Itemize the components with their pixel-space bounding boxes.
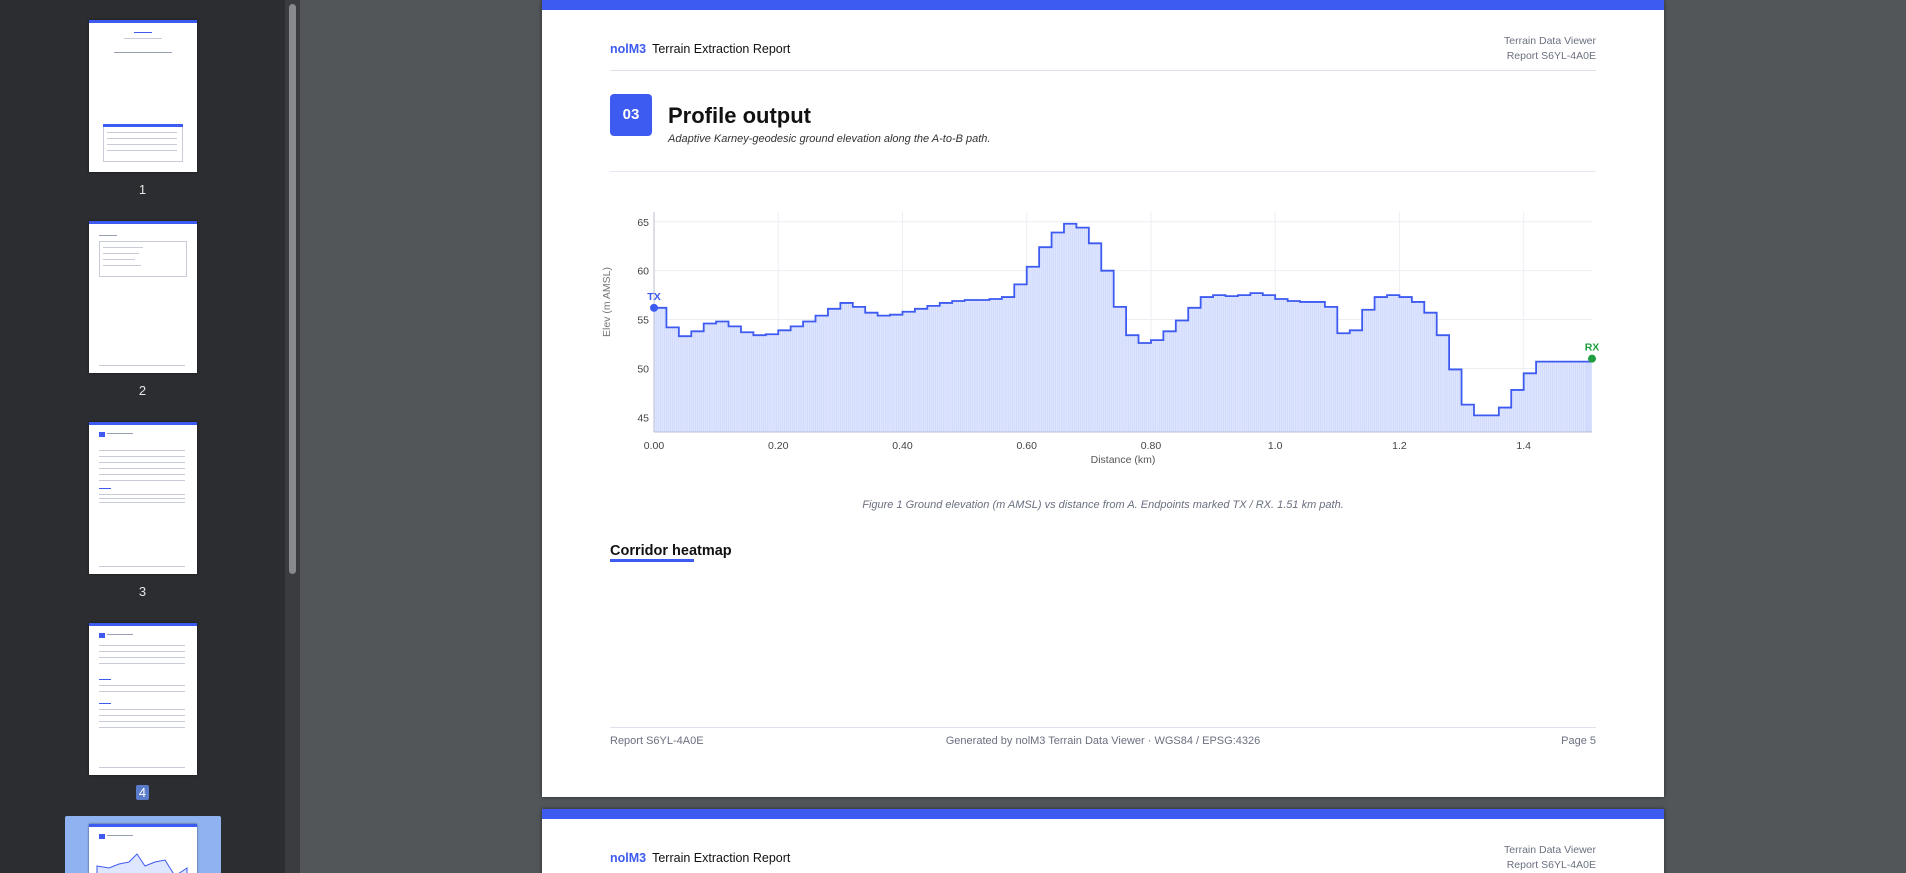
y-axis-label: Elev (m AMSL)	[601, 267, 613, 337]
next-section-heading: Corridor heatmap	[610, 543, 732, 559]
section-number-badge: 03	[610, 94, 652, 136]
page-thumbnail-3[interactable]	[89, 422, 197, 574]
y-tick-label: 65	[637, 217, 649, 229]
report-header-brand: nolM3 Terrain Extraction Report	[610, 851, 790, 865]
section-divider	[610, 171, 1596, 172]
y-tick-label: 55	[637, 315, 649, 327]
heading-underline	[610, 559, 694, 562]
elevation-line	[654, 222, 1592, 417]
page-accent-bar	[542, 809, 1664, 819]
sidebar-scrollbar[interactable]	[285, 0, 300, 873]
thumbnail-sidebar: 1 2 3	[0, 0, 285, 873]
scrollbar-thumb[interactable]	[289, 4, 296, 574]
x-tick-label: 0.40	[892, 440, 913, 452]
page-number-label: 3	[138, 584, 147, 599]
report-header-meta: Terrain Data Viewer Report S6YL-4A0E	[1504, 843, 1596, 873]
x-axis-label: Distance (km)	[1091, 454, 1156, 466]
page-thumbnail-5[interactable]	[89, 824, 197, 873]
x-tick-label: 1.4	[1516, 440, 1531, 452]
footer-report-id: Report S6YL-4A0E	[610, 735, 704, 747]
figure-caption: Figure 1 Ground elevation (m AMSL) vs di…	[862, 499, 1344, 511]
report-title: Terrain Extraction Report	[652, 42, 791, 56]
report-id: Report S6YL-4A0E	[1506, 859, 1596, 871]
report-header-brand: nolM3 Terrain Extraction Report	[610, 42, 790, 56]
document-page: nolM3 Terrain Extraction Report Terrain D…	[542, 0, 1664, 797]
section-title: Profile output	[668, 103, 811, 128]
x-tick-label: 1.2	[1392, 440, 1407, 452]
page-number-label: 2	[138, 383, 147, 398]
report-id: Report S6YL-4A0E	[1506, 50, 1596, 62]
x-tick-label: 1.0	[1268, 440, 1283, 452]
page-number-label: 4	[0, 785, 285, 800]
elevation-area	[654, 223, 1592, 432]
x-tick-label: 0.20	[768, 440, 789, 452]
brand-name: nolM3	[610, 42, 647, 56]
tx-marker	[650, 303, 658, 312]
tx-marker-label: TX	[647, 291, 660, 303]
section-subtitle: Adaptive Karney-geodesic ground elevatio…	[668, 133, 991, 145]
x-tick-label: 0.80	[1141, 440, 1162, 452]
app-name: Terrain Data Viewer	[1503, 844, 1596, 856]
brand-name: nolM3	[610, 851, 647, 865]
rx-marker-label: RX	[1585, 342, 1600, 354]
report-header-meta: Terrain Data Viewer Report S6YL-4A0E	[1504, 34, 1596, 64]
page-thumbnail-1[interactable]	[89, 20, 197, 172]
y-tick-label: 50	[637, 363, 649, 375]
footer-divider	[610, 727, 1596, 728]
document-page-next: nolM3 Terrain Extraction Report Terrain D…	[542, 809, 1664, 873]
y-tick-label: 45	[637, 412, 649, 424]
y-tick-label: 60	[637, 266, 649, 278]
rx-marker	[1588, 354, 1596, 363]
x-tick-label: 0.60	[1016, 440, 1037, 452]
x-tick-label: 0.00	[644, 440, 665, 452]
footer-generated-by: Generated by nolM3 Terrain Data Viewer ·…	[945, 735, 1261, 747]
page-thumbnail-2[interactable]	[89, 221, 197, 373]
page-accent-bar	[542, 0, 1664, 10]
app-name: Terrain Data Viewer	[1503, 35, 1596, 47]
header-divider	[610, 70, 1596, 71]
document-viewport[interactable]: nolM3 Terrain Extraction Report Terrain D…	[300, 0, 1906, 873]
footer-page-number: Page 5	[1561, 735, 1596, 747]
page-number-label: 1	[138, 182, 147, 197]
elevation-profile-chart: 0.00 0.20 0.40 0.60 0.80 1.0 1.2 1.4 45 50 55 60 65 D…	[601, 212, 1600, 466]
report-title: Terrain Extraction Report	[652, 851, 791, 865]
page-thumbnail-4[interactable]	[89, 623, 197, 775]
